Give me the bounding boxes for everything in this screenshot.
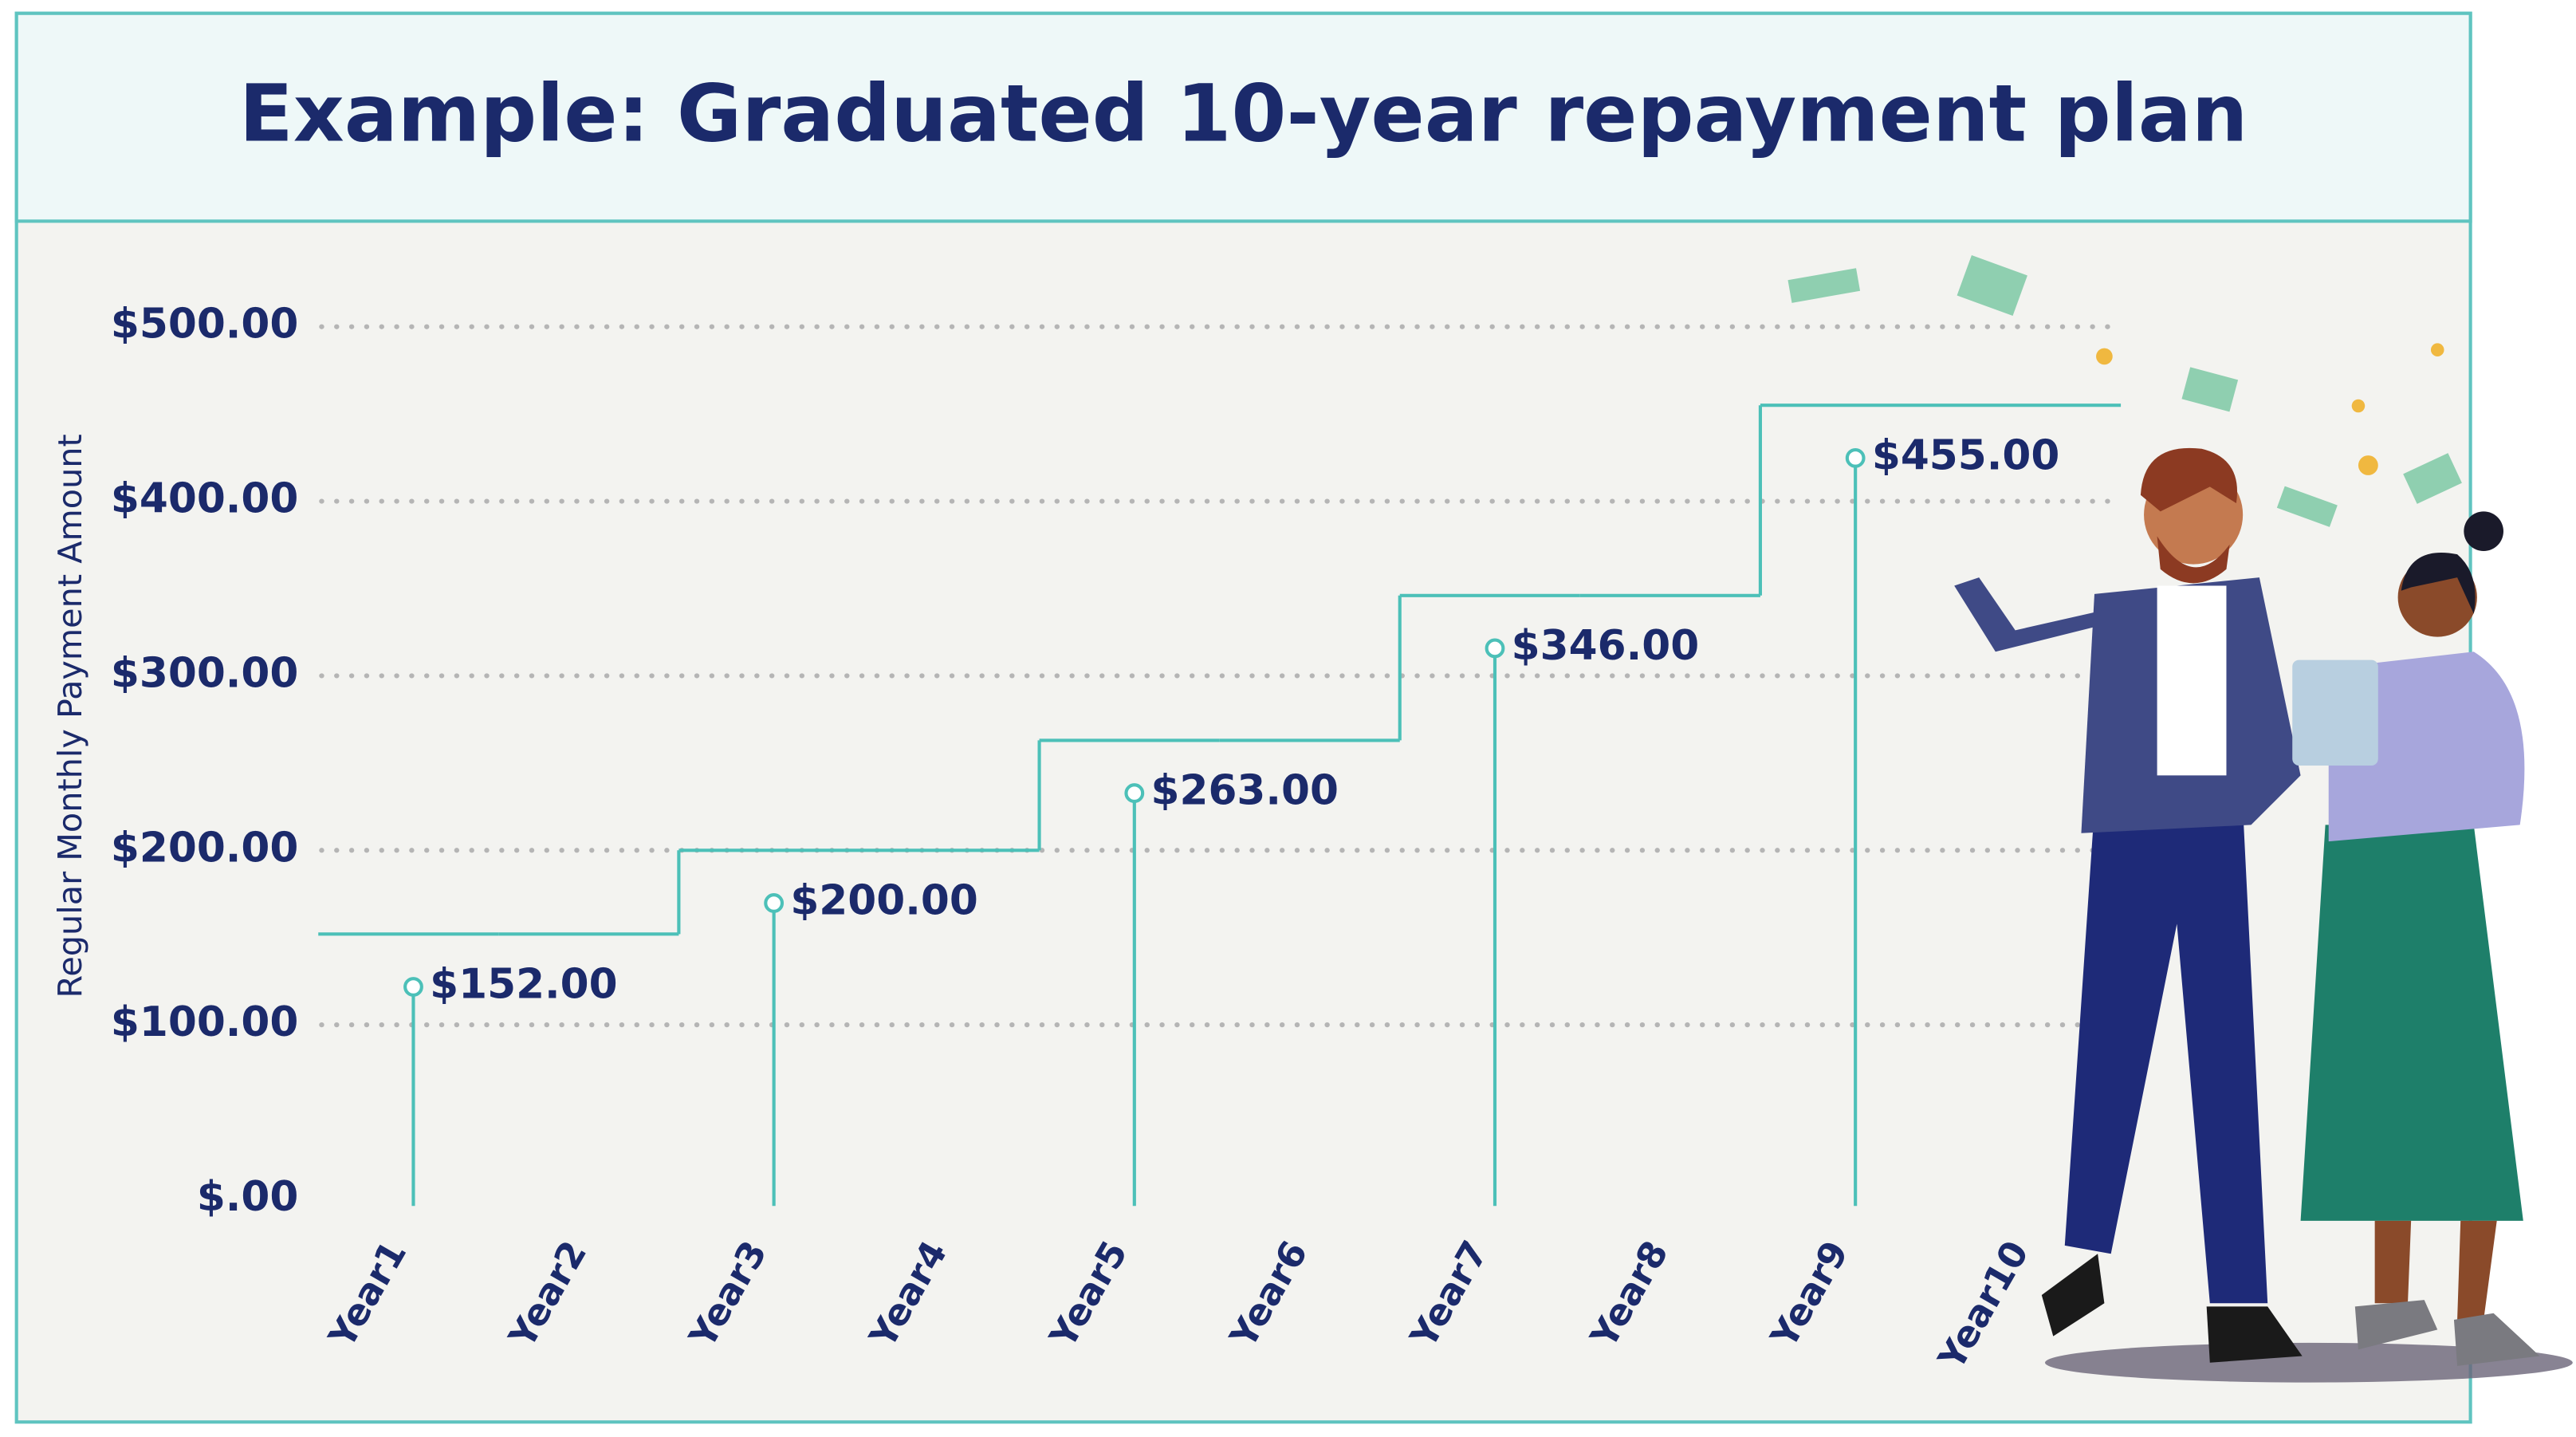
lollipop-dot bbox=[403, 977, 423, 997]
woman-hair bbox=[2401, 552, 2476, 614]
woman-legs bbox=[2374, 1220, 2497, 1320]
y-tick-label: $300.00 bbox=[111, 649, 298, 697]
man-shirt bbox=[2157, 585, 2227, 776]
value-label: $152.00 bbox=[430, 961, 617, 1009]
y-tick-label: $500.00 bbox=[111, 301, 298, 348]
y-tick-label: $.00 bbox=[197, 1173, 299, 1221]
man-trousers bbox=[2064, 808, 2268, 1304]
lollipop-dot bbox=[1485, 638, 1505, 659]
illustration bbox=[1787, 255, 2573, 1383]
coin bbox=[2096, 348, 2113, 365]
chart-frame bbox=[14, 11, 2472, 1424]
man-shoe bbox=[2206, 1306, 2303, 1363]
lollipop-dot bbox=[1124, 783, 1145, 804]
man-shoe bbox=[2041, 1254, 2105, 1337]
value-label: $346.00 bbox=[1512, 622, 1700, 670]
banknote bbox=[1787, 268, 1861, 303]
y-tick-label: $100.00 bbox=[111, 998, 298, 1046]
woman-shoe bbox=[2354, 1300, 2540, 1366]
coin bbox=[2430, 343, 2444, 356]
value-label: $263.00 bbox=[1151, 767, 1339, 815]
man-beard bbox=[2157, 536, 2230, 584]
tablet bbox=[2292, 659, 2378, 766]
value-label: $455.00 bbox=[1872, 431, 2059, 479]
lollipop-dot bbox=[1845, 447, 1866, 468]
shadow bbox=[2044, 1342, 2573, 1383]
lollipop-dot bbox=[764, 893, 785, 913]
value-label: $200.00 bbox=[790, 876, 978, 924]
y-tick-label: $400.00 bbox=[111, 475, 298, 523]
man-arm bbox=[1954, 577, 2103, 652]
man-hair bbox=[2140, 447, 2238, 512]
chart-title: Example: Graduated 10-year repayment pla… bbox=[239, 68, 2248, 159]
banknote bbox=[2403, 453, 2462, 504]
banknote bbox=[2276, 486, 2338, 527]
woman-skirt bbox=[2300, 825, 2523, 1221]
y-axis-label: Regular Monthly Payment Amount bbox=[51, 434, 89, 998]
y-tick-label: $200.00 bbox=[111, 824, 298, 872]
coin bbox=[2351, 399, 2366, 413]
coin bbox=[2358, 455, 2378, 475]
banknote bbox=[2181, 367, 2239, 412]
woman-bun bbox=[2464, 511, 2503, 552]
banknote bbox=[1957, 255, 2027, 317]
header bbox=[14, 11, 2472, 223]
